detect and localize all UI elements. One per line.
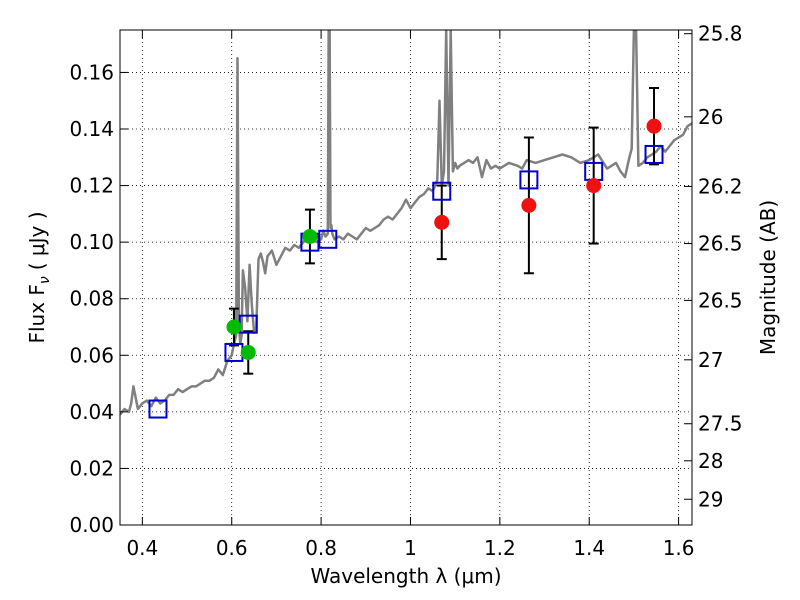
red-data-point — [521, 197, 537, 213]
y-axis-title: Flux Fν ( μJy ) — [25, 211, 53, 343]
tick-labels: 0.4 0.6 0.8 1 1.2 1.4 1.6 0.00 0.02 0.04 0.06 0.08 0… — [69, 22, 742, 560]
green-data-point — [226, 319, 242, 335]
grid-lines — [120, 30, 692, 525]
green-data-point — [302, 228, 318, 244]
x-tick-label: 1 — [404, 536, 417, 560]
y-tick-label: 0.00 — [69, 513, 114, 537]
magnitude-tick-label: 28 — [698, 449, 723, 473]
model-square-marker — [519, 170, 539, 190]
x-tick-label: 0.8 — [305, 536, 337, 560]
x-tick-label: 0.4 — [126, 536, 158, 560]
magnitude-tick-label: 27 — [698, 348, 723, 372]
markers — [148, 118, 664, 419]
x-axis-title: Wavelength λ (μm) — [310, 564, 501, 588]
model-square-marker — [318, 229, 338, 249]
y-tick-label: 0.02 — [69, 456, 114, 480]
magnitude-tick-label: 27.5 — [698, 412, 743, 436]
model-square-marker — [644, 144, 664, 164]
magnitude-tick-label: 29 — [698, 487, 723, 511]
red-data-point — [434, 214, 450, 230]
spectrum-line — [120, 30, 692, 416]
x-tick-label: 1.2 — [484, 536, 516, 560]
y-tick-label: 0.16 — [69, 60, 114, 84]
model-square-marker — [432, 181, 452, 201]
spectrum-series — [120, 30, 692, 416]
y-tick-label: 0.04 — [69, 400, 114, 424]
y-axis-title-main: Flux F — [25, 284, 49, 343]
y-axis-title-unit: ( μJy ) — [25, 211, 49, 270]
y-tick-label: 0.14 — [69, 117, 114, 141]
y-tick-label: 0.12 — [69, 174, 114, 198]
magnitude-tick-label: 26.2 — [698, 174, 743, 198]
right-axis-title: Magnitude (AB) — [756, 200, 780, 355]
y-tick-label: 0.06 — [69, 343, 114, 367]
y-tick-label: 0.08 — [69, 287, 114, 311]
model-square-marker — [148, 399, 168, 419]
plot-frame — [119, 29, 693, 526]
x-tick-label: 0.6 — [216, 536, 248, 560]
x-tick-label: 1.4 — [573, 536, 605, 560]
magnitude-tick-label: 26.5 — [698, 232, 743, 256]
y-axis-title-subscript: ν — [37, 276, 53, 284]
green-data-point — [240, 344, 256, 360]
red-data-point — [646, 118, 662, 134]
magnitude-tick-label: 25.8 — [698, 22, 743, 46]
magnitude-tick-label: 26.5 — [698, 288, 743, 312]
y-tick-label: 0.10 — [69, 230, 114, 254]
ticks — [120, 30, 692, 526]
magnitude-tick-label: 26 — [698, 105, 723, 129]
x-tick-label: 1.6 — [663, 536, 695, 560]
red-data-point — [586, 178, 602, 194]
